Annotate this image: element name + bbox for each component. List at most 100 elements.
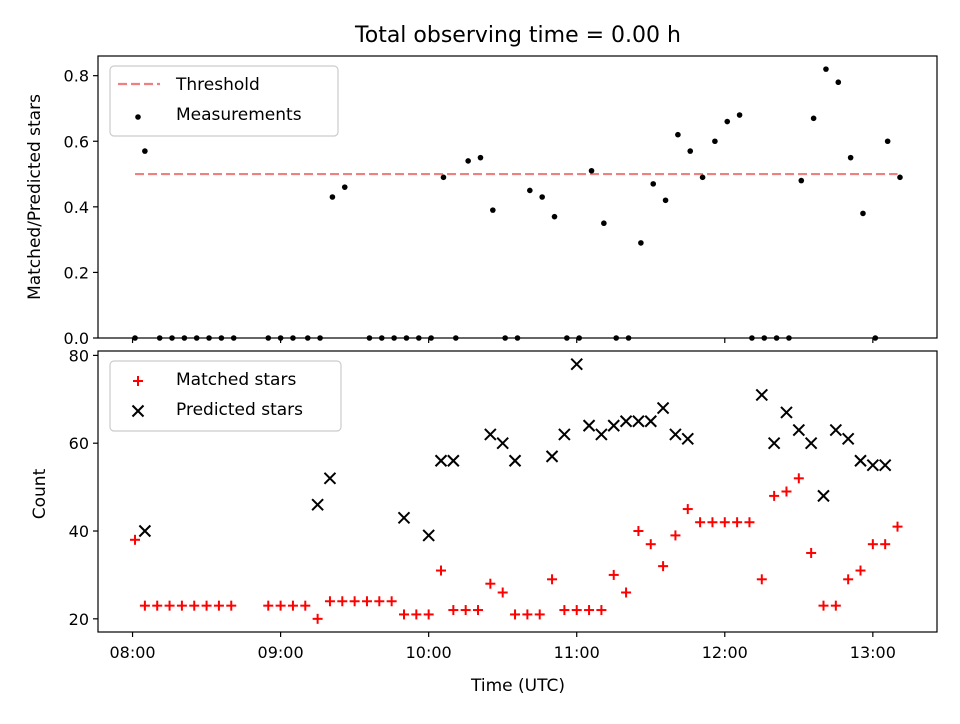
legend-label: Threshold xyxy=(175,75,260,95)
matched-star-point xyxy=(287,600,298,611)
y-tick-label: 0.0 xyxy=(64,329,89,348)
matched-star-point xyxy=(411,609,422,620)
x-stroke-b xyxy=(878,458,892,472)
x-stroke-b xyxy=(397,511,411,525)
measurement-point xyxy=(884,138,891,145)
matched-star-point xyxy=(485,578,496,589)
predicted-star-point xyxy=(582,419,596,432)
matched-star-point xyxy=(201,600,212,611)
predicted-star-point xyxy=(323,472,337,485)
matched-star-point xyxy=(534,609,545,620)
predicted-star-point xyxy=(632,415,645,428)
matched-star-point xyxy=(719,517,730,528)
measurement-point xyxy=(847,154,854,161)
matched-star-point xyxy=(584,605,595,616)
x-stroke-b xyxy=(619,415,633,428)
x-stroke-b xyxy=(681,432,694,446)
predicted-star-point xyxy=(496,436,509,450)
matched-star-point xyxy=(806,547,817,558)
x-stroke-b xyxy=(817,489,830,503)
y-tick-label: 0.2 xyxy=(64,263,89,282)
x-tick-label: 09:00 xyxy=(258,643,304,662)
predicted-star-point xyxy=(780,406,793,419)
matched-star-point xyxy=(793,473,804,484)
x-stroke-b xyxy=(508,454,522,467)
matched-star-point xyxy=(645,539,656,550)
matched-star-point xyxy=(843,574,854,585)
matched-star-point xyxy=(769,490,780,501)
x-stroke-b xyxy=(854,454,867,467)
predicted-star-point xyxy=(434,454,448,467)
predicted-star-point xyxy=(570,357,583,371)
measurement-point xyxy=(675,131,681,138)
matched-star-point xyxy=(213,600,224,611)
predicted-star-point xyxy=(841,432,855,446)
matched-star-point xyxy=(781,486,792,497)
x-stroke-b xyxy=(434,454,448,467)
matched-star-point xyxy=(510,609,521,620)
y-tick-label: 80 xyxy=(69,346,89,365)
predicted-star-point xyxy=(138,524,152,538)
matched-star-point xyxy=(892,521,903,532)
predicted-star-point xyxy=(397,511,411,525)
matched-star-point xyxy=(658,561,669,572)
axes-frame xyxy=(97,55,938,339)
bottom-y-axis-label: Count xyxy=(30,468,50,519)
measurement-point xyxy=(638,240,644,246)
predicted-star-point xyxy=(644,415,657,428)
predicted-star-point xyxy=(792,423,806,437)
matched-star-point xyxy=(867,539,878,550)
measurement-point xyxy=(601,220,607,227)
measurement-point xyxy=(662,197,669,204)
matched-star-point xyxy=(707,517,718,528)
measurement-point xyxy=(490,207,496,213)
x-stroke-b xyxy=(558,428,571,441)
matched-star-point xyxy=(818,600,829,611)
measurement-point xyxy=(527,187,533,194)
matched-star-point xyxy=(226,600,237,611)
matched-star-point xyxy=(374,596,385,607)
measurement-point xyxy=(810,115,817,122)
matched-star-point xyxy=(436,565,447,576)
predicted-star-point xyxy=(829,423,843,437)
top-plot: 0.0 0.2 0.4 0.6 0.8 Threshold Measurements xyxy=(64,55,938,348)
x-stroke-b xyxy=(422,529,435,542)
matched-star-point xyxy=(497,587,508,598)
y-tick-label: 60 xyxy=(69,434,89,453)
matched-star-point xyxy=(386,596,397,607)
measurement-point xyxy=(687,148,694,154)
legend-measurement-swatch xyxy=(135,114,141,120)
x-stroke-b xyxy=(607,419,620,432)
y-tick-label: 0.6 xyxy=(64,132,89,151)
matched-star-point xyxy=(880,539,891,550)
matched-star-point xyxy=(559,605,570,616)
top-y-axis-label: Matched/Predicted stars xyxy=(25,94,45,300)
measurement-point xyxy=(465,158,471,164)
measurement-point xyxy=(650,181,657,187)
x-stroke-b xyxy=(632,415,645,428)
matched-star-point xyxy=(621,587,632,598)
measurement-point xyxy=(736,112,743,118)
matched-star-point xyxy=(349,596,360,607)
matched-star-point xyxy=(398,609,409,620)
x-stroke-b xyxy=(755,388,769,402)
x-stroke-b xyxy=(582,419,596,432)
measurement-point xyxy=(539,194,545,200)
predicted-star-point xyxy=(508,454,522,467)
predicted-star-point xyxy=(854,454,867,467)
measurement-point xyxy=(440,174,447,181)
x-tick-label: 08:00 xyxy=(109,643,155,662)
matched-star-point xyxy=(732,517,743,528)
measurement-point xyxy=(712,138,718,145)
matched-star-point xyxy=(275,600,286,611)
x-stroke-b xyxy=(138,524,152,538)
x-tick-label: 12:00 xyxy=(702,643,748,662)
x-stroke-b xyxy=(767,436,781,450)
x-stroke-b xyxy=(570,357,583,371)
x-stroke-b xyxy=(545,450,559,463)
predicted-star-point xyxy=(607,419,620,432)
matched-star-point xyxy=(423,609,434,620)
matched-star-point xyxy=(324,596,335,607)
x-stroke-b xyxy=(484,428,497,441)
